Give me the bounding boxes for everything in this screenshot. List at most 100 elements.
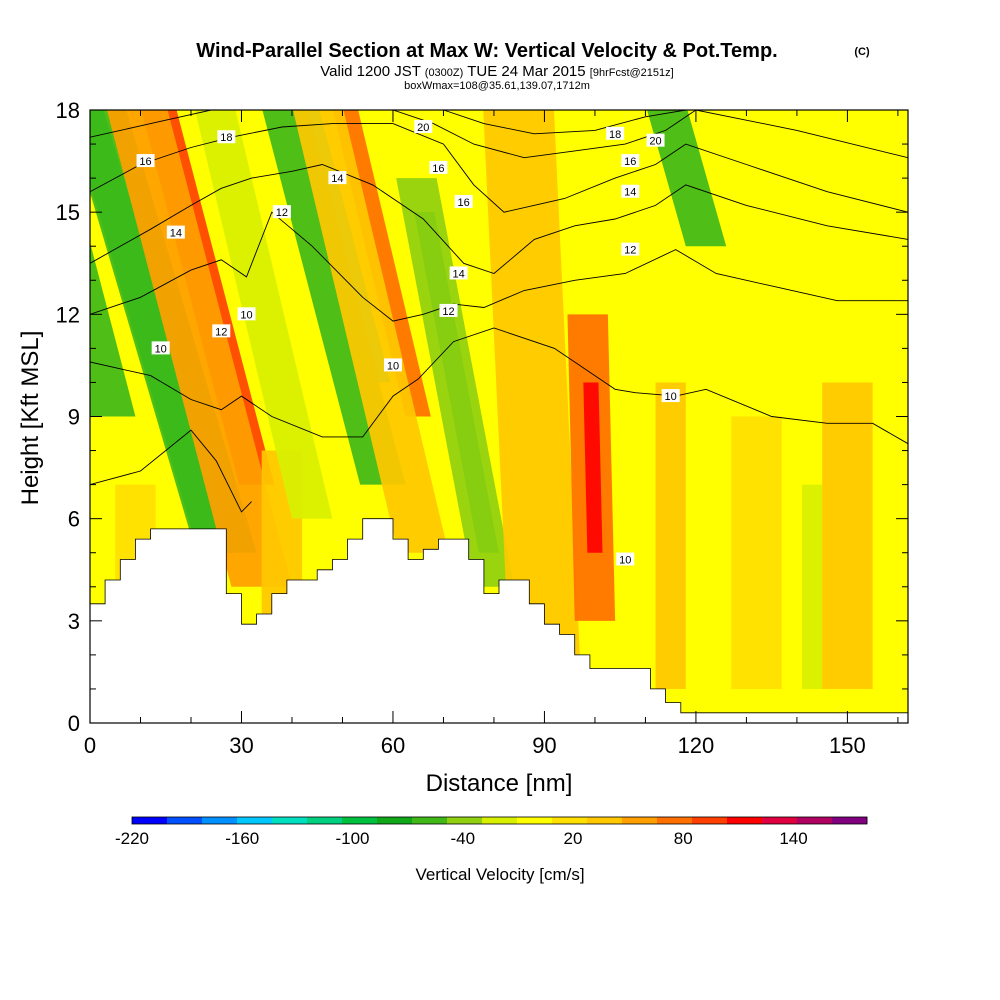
contour-label-text: 12 — [624, 245, 636, 257]
subtitle-forecast: [9hrFcst@2151z] — [590, 67, 674, 79]
contour-label-bg — [237, 307, 256, 321]
velocity-band — [583, 382, 603, 553]
contour-label-text: 12 — [276, 207, 288, 219]
x-tick-label: 0 — [84, 733, 96, 758]
contour-label-text: 16 — [432, 163, 444, 175]
contour-label-bg — [414, 120, 433, 134]
theta-contour-label: 18 — [606, 126, 625, 141]
y-tick-label: 3 — [68, 609, 80, 634]
terrain — [90, 518, 908, 723]
subtitle-utc: (0300Z) — [425, 67, 464, 79]
colorbar-swatch — [447, 817, 483, 824]
colorbar-tick-label: 20 — [564, 829, 583, 848]
contour-label-text: 10 — [619, 555, 631, 567]
velocity-band — [292, 110, 449, 553]
theta-contour-line — [90, 110, 908, 159]
theta-contour-label: 12 — [439, 303, 458, 318]
theta-contour-label: 12 — [621, 242, 640, 257]
colorbar-swatch — [797, 817, 833, 824]
contour-label-bg — [272, 205, 291, 219]
contour-label-text: 16 — [458, 197, 470, 209]
contour-label-bg — [621, 184, 640, 198]
colorbar-swatch — [342, 817, 378, 824]
chart-title-text: Wind-Parallel Section at Max W: Vertical… — [196, 40, 777, 62]
velocity-band — [731, 416, 782, 689]
contour-label-text: 14 — [331, 173, 343, 185]
colorbar-swatch — [132, 817, 168, 824]
velocity-band — [483, 110, 580, 655]
contour-label-text: 20 — [649, 136, 661, 148]
colorbar-swatch — [832, 817, 868, 824]
colorbar-swatch — [482, 817, 518, 824]
colorbar-ticks: -220 -160 -100 -40 20 80 140 — [115, 829, 808, 848]
y-axis-label: Height [Kft MSL] — [17, 331, 44, 506]
contour-label-bg — [646, 133, 665, 147]
contour-label-bg — [212, 324, 231, 338]
colorbar-swatch — [552, 817, 588, 824]
contour-label-text: 10 — [387, 360, 399, 372]
contour-label-bg — [661, 389, 680, 403]
x-axis-label: Distance [nm] — [426, 770, 573, 797]
contour-label-text: 14 — [624, 187, 636, 199]
contour-label-text: 18 — [220, 132, 232, 144]
colorbar — [131, 816, 868, 825]
velocity-band — [396, 178, 515, 587]
chart-title: Wind-Parallel Section at Max W: Vertical… — [196, 40, 777, 62]
contour-label-text: 14 — [452, 268, 464, 280]
theta-contour-label: 10 — [151, 341, 170, 355]
velocity-band — [822, 382, 873, 689]
contour-label-bg — [621, 154, 640, 168]
x-tick-label: 90 — [532, 733, 556, 758]
theta-contour-label: 16 — [136, 154, 155, 168]
y-tick-label: 18 — [56, 98, 80, 123]
box-info: boxWmax=108@35.61,139.07,1712m — [404, 80, 590, 92]
theta-contour-line — [90, 327, 908, 445]
y-tick-label: 15 — [56, 200, 80, 225]
y-tick-label: 12 — [56, 302, 80, 327]
contour-label-bg — [606, 126, 625, 140]
x-axis: 0 30 60 90 120 150 — [84, 110, 899, 758]
theta-contour-label: 16 — [429, 160, 448, 175]
colorbar-swatch — [272, 817, 308, 824]
y-tick-label: 9 — [68, 405, 80, 430]
colorbar-swatch — [727, 817, 763, 824]
contour-label-text: 18 — [609, 129, 621, 141]
theta-contour-label: 10 — [237, 307, 256, 321]
subtitle-valid: Valid 1200 JST — [320, 63, 420, 80]
x-tick-label: 60 — [381, 733, 405, 758]
velocity-band — [655, 382, 686, 689]
contour-label-bg — [429, 160, 448, 174]
theta-contour-line — [393, 110, 908, 135]
theta-contour-labels: 10 10 10 10 10 12 12 12 12 14 14 14 14 16 16 16 16 18 18 20… — [136, 120, 680, 567]
colorbar-swatch — [587, 817, 623, 824]
theta-contour-label: 14 — [166, 225, 185, 240]
colorbar-tick-label: -100 — [335, 829, 369, 848]
contour-label-text: 20 — [417, 122, 429, 134]
y-axis: 0 3 6 9 12 15 18 — [56, 98, 908, 736]
theta-contour-label: 16 — [454, 194, 473, 209]
velocity-band — [106, 110, 292, 587]
contour-label-bg — [454, 194, 473, 208]
contour-label-text: 12 — [215, 326, 227, 338]
theta-contour-label: 10 — [661, 389, 680, 403]
theta-contour-label: 14 — [621, 184, 640, 199]
colorbar-tick-label: 80 — [674, 829, 693, 848]
y-tick-label: 6 — [68, 507, 80, 532]
colorbar-swatch — [412, 817, 448, 824]
contour-label-text: 16 — [139, 156, 151, 168]
colorbar-swatch — [377, 817, 413, 824]
contour-label-bg — [217, 130, 236, 144]
x-tick-label: 120 — [678, 733, 715, 758]
x-tick-label: 30 — [229, 733, 253, 758]
contour-label-bg — [616, 552, 635, 566]
colorbar-swatch — [167, 817, 203, 824]
theta-contour-label: 14 — [449, 266, 468, 280]
colorbar-swatch — [692, 817, 728, 824]
colorbar-swatch — [237, 817, 273, 824]
colorbar-tick-label: 140 — [779, 829, 807, 848]
contour-label-bg — [328, 171, 347, 185]
colorbar-swatch — [762, 817, 798, 824]
contour-label-bg — [151, 341, 170, 355]
colorbar-swatch — [517, 817, 553, 824]
